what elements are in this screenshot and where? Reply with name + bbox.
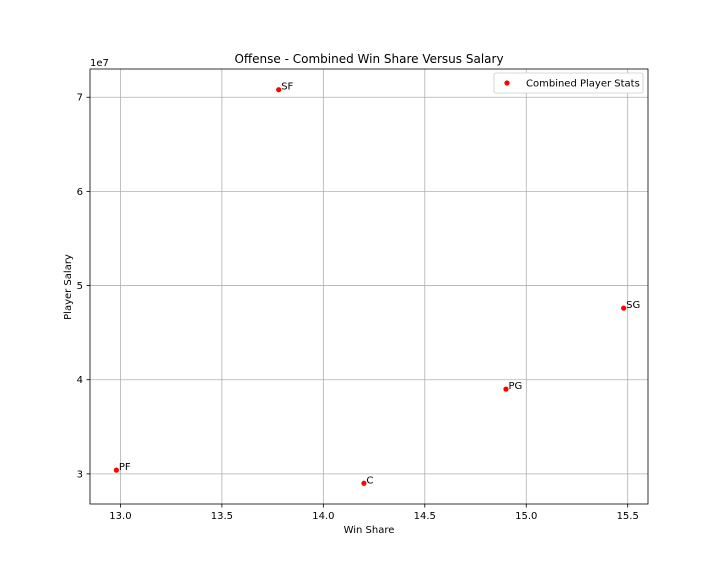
y-axis-ticks: 3 4 5 6 7: [77, 93, 90, 480]
point-label-sf: SF: [281, 82, 293, 93]
data-point-sg: [621, 305, 627, 311]
y-tick-label: 3: [77, 469, 83, 480]
data-point-sf: [276, 87, 282, 93]
x-tick-label: 13.5: [211, 511, 233, 522]
legend: Combined Player Stats: [493, 72, 644, 94]
plot-frame: [89, 68, 649, 505]
y-tick-label: 5: [77, 281, 83, 292]
x-tick-label: 15.0: [515, 511, 537, 522]
chart-title: Offense - Combined Win Share Versus Sala…: [234, 52, 503, 66]
x-axis-ticks: 13.0 13.5 14.0 14.5 15.0 15.5: [109, 504, 639, 522]
data-point-pg: [503, 386, 509, 392]
legend-marker: [504, 80, 510, 86]
x-tick-label: 14.5: [414, 511, 436, 522]
data-point-c: [361, 480, 367, 486]
legend-box: [493, 72, 644, 94]
y-offset-label: 1e7: [90, 58, 109, 69]
x-tick-label: 14.0: [312, 511, 334, 522]
point-label-c: C: [366, 475, 373, 486]
x-tick-label: 15.5: [617, 511, 639, 522]
y-axis-label: Player Salary: [63, 254, 74, 320]
y-tick-label: 7: [77, 93, 83, 104]
data-point-pf: [113, 467, 119, 473]
x-axis-label: Win Share: [344, 525, 395, 536]
y-tick-label: 6: [77, 187, 83, 198]
data-points: SF SG PG PF C: [113, 82, 640, 486]
x-tick-label: 13.0: [109, 511, 131, 522]
legend-label: Combined Player Stats: [526, 79, 640, 90]
point-label-sg: SG: [626, 300, 640, 311]
y-tick-label: 4: [77, 375, 83, 386]
grid-lines: [90, 69, 648, 504]
point-label-pg: PG: [508, 381, 522, 392]
point-label-pf: PF: [119, 462, 131, 473]
